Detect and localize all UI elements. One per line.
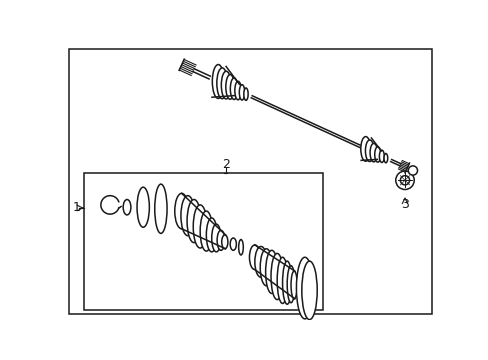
Ellipse shape (225, 75, 234, 99)
Ellipse shape (301, 261, 317, 320)
Ellipse shape (360, 136, 370, 161)
Ellipse shape (211, 224, 221, 252)
Ellipse shape (254, 247, 266, 277)
Ellipse shape (374, 147, 380, 162)
Text: 3: 3 (400, 198, 408, 211)
Ellipse shape (238, 239, 243, 255)
Ellipse shape (270, 253, 283, 300)
Ellipse shape (217, 230, 224, 250)
Ellipse shape (296, 257, 313, 319)
Text: 1: 1 (72, 202, 80, 215)
Ellipse shape (230, 78, 237, 99)
Ellipse shape (181, 195, 194, 236)
Ellipse shape (407, 166, 417, 175)
Ellipse shape (154, 184, 167, 233)
Ellipse shape (249, 245, 260, 270)
Ellipse shape (290, 271, 297, 299)
Ellipse shape (200, 211, 212, 251)
Ellipse shape (234, 81, 241, 100)
Ellipse shape (260, 249, 272, 286)
Ellipse shape (216, 68, 227, 99)
Ellipse shape (277, 257, 287, 303)
Ellipse shape (365, 140, 373, 162)
Ellipse shape (230, 238, 236, 250)
Ellipse shape (383, 153, 387, 163)
Ellipse shape (137, 187, 149, 227)
Ellipse shape (193, 205, 207, 248)
Text: 2: 2 (221, 158, 229, 171)
Ellipse shape (244, 88, 247, 100)
Ellipse shape (212, 64, 224, 98)
Bar (84, 172, 322, 310)
Ellipse shape (369, 143, 377, 162)
Ellipse shape (221, 235, 227, 249)
Ellipse shape (123, 199, 131, 215)
Ellipse shape (206, 218, 217, 252)
Ellipse shape (286, 266, 294, 303)
Ellipse shape (265, 250, 277, 293)
Ellipse shape (400, 176, 409, 185)
Ellipse shape (282, 261, 291, 304)
Ellipse shape (187, 199, 201, 243)
Ellipse shape (174, 193, 188, 229)
Ellipse shape (221, 71, 230, 99)
Ellipse shape (239, 85, 244, 100)
Ellipse shape (379, 150, 384, 162)
Ellipse shape (395, 171, 413, 189)
